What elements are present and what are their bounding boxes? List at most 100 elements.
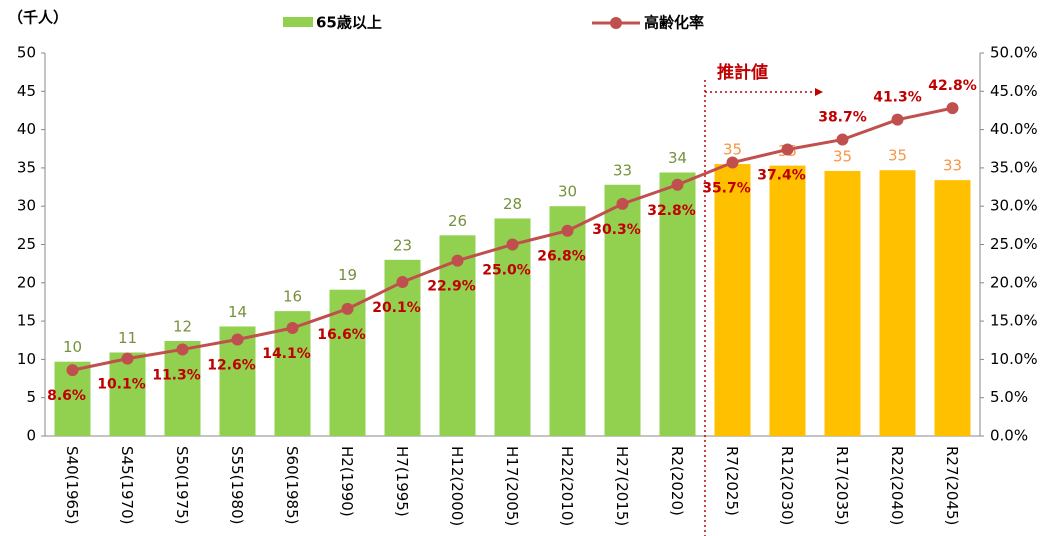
x-tick-label: R2(2020) — [668, 446, 686, 516]
bar — [879, 170, 916, 436]
line-label: 42.8% — [928, 78, 977, 94]
x-tick-label: S50(1975) — [173, 446, 191, 525]
y-tick-label: 20 — [17, 273, 36, 291]
line-point — [121, 352, 134, 365]
bar — [549, 206, 586, 436]
y-tick-label: 30 — [17, 197, 36, 215]
line-label: 32.8% — [647, 203, 696, 219]
legend-label: 高齢化率 — [644, 14, 704, 32]
x-tick-label: H7(1995) — [393, 446, 411, 517]
line-point — [671, 178, 684, 191]
bar-label: 10 — [63, 338, 82, 356]
line-label: 30.3% — [592, 222, 641, 238]
line-label: 20.1% — [372, 300, 421, 316]
line-point — [341, 302, 354, 315]
y-tick-label: 25 — [17, 235, 36, 253]
line-point — [66, 364, 79, 377]
bar-label: 12 — [173, 318, 192, 336]
y2-tick-label: 15.0% — [990, 312, 1038, 330]
bar-label: 35 — [833, 147, 852, 165]
legend-label: 65歳以上 — [316, 14, 382, 32]
x-tick-label: S60(1985) — [283, 446, 301, 525]
bar-label: 28 — [503, 195, 522, 213]
x-tick-label: H2(1990) — [338, 446, 356, 517]
line-point — [451, 254, 464, 267]
y2-tick-label: 0.0% — [990, 427, 1028, 445]
line-point — [396, 276, 409, 289]
bar — [439, 235, 476, 436]
bar-label: 19 — [338, 266, 357, 284]
bar — [714, 164, 751, 436]
x-tick-label: S40(1965) — [63, 446, 81, 525]
y-tick-label: 10 — [17, 350, 36, 368]
bar — [494, 218, 531, 436]
bar-label: 16 — [283, 288, 302, 306]
line-label: 35.7% — [702, 181, 751, 197]
y-tick-label: 5 — [26, 388, 36, 406]
x-tick-label: H27(2015) — [613, 446, 631, 526]
bar — [934, 180, 971, 436]
bar — [604, 184, 641, 436]
line-point — [561, 224, 574, 237]
x-tick-label: H22(2010) — [558, 446, 576, 526]
y2-tick-label: 10.0% — [990, 350, 1038, 368]
line-label: 10.1% — [97, 377, 146, 393]
line-point — [946, 102, 959, 115]
bar-label: 34 — [668, 149, 687, 167]
bar — [824, 170, 861, 437]
line-point — [616, 197, 629, 210]
x-tick-label: H17(2005) — [503, 446, 521, 526]
line-point — [286, 321, 299, 334]
y-tick-label: 15 — [17, 312, 36, 330]
legend-swatch — [610, 17, 622, 29]
line-point — [726, 156, 739, 169]
y2-tick-label: 50.0% — [990, 44, 1038, 62]
x-tick-label: H12(2000) — [448, 446, 466, 526]
line-label: 25.0% — [482, 263, 531, 279]
x-tick-label: R22(2040) — [888, 446, 906, 525]
y-tick-label: 0 — [26, 427, 36, 445]
line-label: 12.6% — [207, 357, 256, 373]
line-label: 8.6% — [47, 388, 86, 404]
bar-label: 23 — [393, 236, 412, 254]
y2-tick-label: 40.0% — [990, 120, 1038, 138]
bar — [769, 165, 806, 437]
line-label: 14.1% — [262, 346, 311, 362]
bar-label: 33 — [943, 157, 962, 175]
bar — [164, 341, 201, 436]
y2-tick-label: 45.0% — [990, 82, 1038, 100]
line-label: 16.6% — [317, 327, 366, 343]
line-point — [176, 343, 189, 356]
bar-label: 14 — [228, 303, 247, 321]
x-tick-label: R17(2035) — [833, 446, 851, 525]
y2-tick-label: 35.0% — [990, 158, 1038, 176]
line-point — [891, 113, 904, 126]
y2-tick-label: 30.0% — [990, 197, 1038, 215]
legend-swatch — [283, 17, 313, 27]
line-label: 41.3% — [873, 90, 922, 106]
bar-label: 30 — [558, 183, 577, 201]
y-tick-label: 45 — [17, 82, 36, 100]
x-tick-label: R7(2025) — [723, 446, 741, 516]
bar-label: 35 — [723, 141, 742, 159]
bar-label: 26 — [448, 212, 467, 230]
forecast-arrowhead — [815, 88, 823, 96]
line-point — [231, 333, 244, 346]
line-label: 22.9% — [427, 279, 476, 295]
line-label: 38.7% — [818, 110, 867, 126]
bar-label: 33 — [613, 161, 632, 179]
x-tick-label: S55(1980) — [228, 446, 246, 525]
line-point — [506, 238, 519, 251]
x-tick-label: R12(2030) — [778, 446, 796, 525]
line-label: 11.3% — [152, 367, 201, 383]
bar-label: 35 — [888, 147, 907, 165]
line-point — [836, 133, 849, 146]
line-point — [781, 143, 794, 156]
line-label: 26.8% — [537, 249, 586, 265]
x-tick-label: S45(1970) — [118, 446, 136, 525]
y-tick-label: 40 — [17, 120, 36, 138]
line-label: 37.4% — [757, 168, 806, 184]
y2-tick-label: 5.0% — [990, 388, 1028, 406]
